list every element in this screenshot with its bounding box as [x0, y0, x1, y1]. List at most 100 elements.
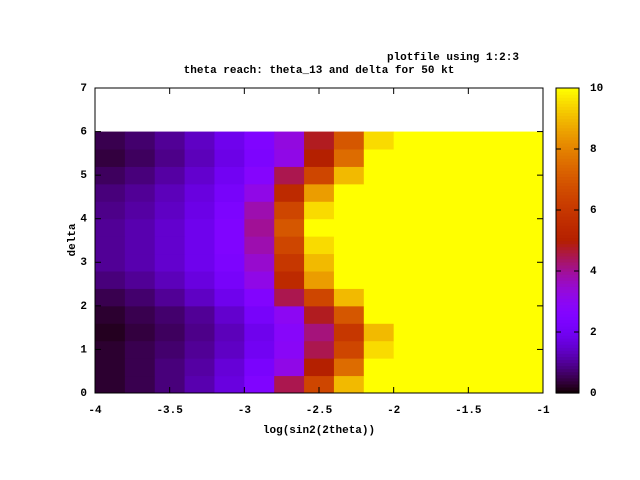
- heatmap-cell: [154, 166, 186, 185]
- heatmap-cell: [483, 288, 514, 307]
- colorbar-band: [556, 313, 579, 318]
- colorbar-band: [556, 362, 579, 367]
- colorbar-band: [556, 359, 579, 364]
- heatmap-cell: [244, 340, 275, 359]
- y-tick-label: 5: [80, 170, 87, 182]
- heatmap-cell: [333, 288, 365, 307]
- colorbar-tick-label: 6: [590, 205, 597, 217]
- colorbar-tick-label: 4: [590, 266, 597, 278]
- heatmap-cell: [393, 201, 425, 220]
- heatmap-cell: [274, 166, 305, 185]
- heatmap-cell: [124, 288, 156, 307]
- heatmap-cell: [393, 166, 425, 185]
- heatmap-cell: [95, 253, 126, 272]
- heatmap-cell: [154, 149, 186, 167]
- heatmap-cell: [244, 236, 275, 255]
- colorbar-band: [556, 249, 579, 254]
- heatmap-cell: [513, 218, 544, 237]
- heatmap-cell: [393, 340, 425, 359]
- colorbar-band: [556, 234, 579, 239]
- heatmap-cell: [184, 375, 215, 394]
- heatmap-cell: [214, 131, 245, 150]
- colorbar-band: [556, 182, 579, 187]
- heatmap-cell: [304, 218, 335, 237]
- heatmap-cell: [214, 271, 245, 289]
- heatmap-cell: [214, 358, 245, 377]
- colorbar-border: [555, 87, 580, 394]
- heatmap-cell: [393, 149, 425, 167]
- heatmap-cell: [244, 131, 275, 150]
- heatmap-cell: [423, 271, 454, 289]
- colorbar-band: [556, 307, 579, 312]
- heatmap-cell: [304, 288, 335, 307]
- heatmap-cell: [244, 358, 275, 377]
- heatmap-cell: [393, 218, 425, 237]
- colorbar-band: [556, 112, 579, 117]
- colorbar-band: [556, 344, 579, 348]
- heatmap-cell: [453, 323, 484, 342]
- x-tick-label: -3: [238, 405, 252, 417]
- colorbar-band: [556, 118, 579, 123]
- heatmap-cell: [184, 166, 215, 185]
- colorbar-band: [556, 127, 579, 132]
- heatmap-cell: [154, 305, 186, 324]
- colorbar-band: [556, 88, 579, 92]
- heatmap-cell: [124, 323, 156, 342]
- heatmap-cell: [95, 305, 126, 324]
- heatmap-cell: [513, 340, 544, 359]
- heatmap-cell: [333, 323, 365, 342]
- heatmap-cell: [483, 271, 514, 289]
- heatmap-cell: [274, 131, 305, 150]
- heatmap-cell: [304, 375, 335, 394]
- heatmap-cell: [423, 183, 454, 202]
- x-axis-label: log(sin2(2theta)): [263, 425, 375, 437]
- colorbar-band: [556, 298, 579, 303]
- heatmap-cell: [154, 218, 186, 237]
- colorbar-band: [556, 325, 579, 330]
- heatmap-cell: [363, 236, 395, 255]
- colorbar-band: [556, 219, 579, 223]
- heatmap-cell: [393, 253, 425, 272]
- heatmap-cell: [274, 149, 305, 167]
- colorbar-band: [556, 304, 579, 309]
- colorbar-band: [556, 222, 579, 226]
- heatmap-cell: [95, 131, 126, 150]
- heatmap-cell: [244, 183, 275, 202]
- heatmap-cell: [184, 305, 215, 324]
- heatmap-cell: [274, 375, 305, 394]
- heatmap-cell: [124, 166, 156, 185]
- colorbar-band: [556, 350, 579, 354]
- heatmap-cell: [363, 288, 395, 307]
- heatmap-cell: [453, 149, 484, 167]
- colorbar-band: [556, 130, 579, 135]
- heatmap-cell: [154, 253, 186, 272]
- colorbar-band: [556, 356, 579, 361]
- heatmap-cell: [333, 305, 365, 324]
- colorbar-band: [556, 243, 579, 248]
- heatmap-cell: [393, 375, 425, 394]
- heatmap-cell: [363, 375, 395, 394]
- colorbar-band: [556, 213, 579, 217]
- colorbar-band: [556, 191, 579, 196]
- heatmap-cell: [423, 236, 454, 255]
- colorbar-band: [556, 341, 579, 345]
- colorbar-band: [556, 164, 579, 168]
- heatmap-cell: [214, 149, 245, 167]
- colorbar-band: [556, 383, 579, 388]
- heatmap-cell: [363, 166, 395, 185]
- colorbar-band: [556, 237, 579, 242]
- colorbar-band: [556, 261, 579, 266]
- heatmap-cell: [154, 375, 186, 394]
- colorbar-band: [556, 142, 579, 147]
- colorbar-band: [556, 277, 579, 281]
- colorbar-band: [556, 188, 579, 193]
- x-tick-label: -1.5: [455, 405, 482, 417]
- heatmap-cell: [95, 201, 126, 220]
- heatmap-cell: [274, 236, 305, 255]
- heatmap-cell: [304, 183, 335, 202]
- heatmap-cell: [393, 131, 425, 150]
- colorbar-band: [556, 103, 579, 107]
- heatmap-cell: [124, 201, 156, 220]
- heatmap-cell: [274, 253, 305, 272]
- colorbar-tick-label: 8: [590, 144, 597, 156]
